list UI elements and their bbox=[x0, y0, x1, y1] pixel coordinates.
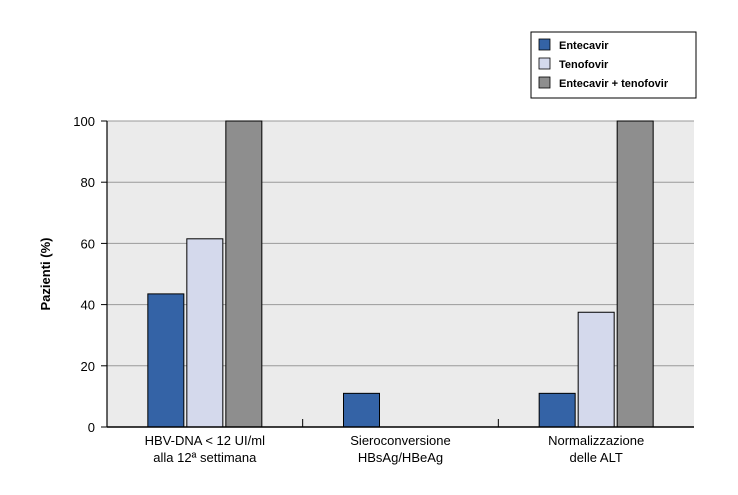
x-category-label: HBV-DNA < 12 UI/ml alla 12ª settimana bbox=[145, 433, 265, 465]
y-tick-label: 0 bbox=[88, 420, 95, 435]
bar bbox=[538, 392, 576, 428]
legend-label: Entecavir bbox=[559, 40, 609, 52]
y-tick-label: 80 bbox=[81, 175, 95, 190]
legend-box bbox=[530, 31, 697, 99]
y-tick-label: 60 bbox=[81, 236, 95, 251]
legend-swatch bbox=[538, 38, 551, 51]
legend-label: Entecavir + tenofovir bbox=[559, 78, 669, 90]
y-axis-label: Pazienti (%) bbox=[38, 238, 53, 311]
bar bbox=[343, 392, 380, 428]
bar bbox=[147, 293, 185, 428]
legend-label: Tenofovir bbox=[559, 59, 609, 71]
legend-swatch bbox=[538, 76, 551, 89]
y-tick-label: 20 bbox=[81, 359, 95, 374]
x-category-label: Normalizzazione delle ALT bbox=[548, 433, 644, 465]
bar bbox=[225, 120, 263, 428]
bar bbox=[616, 120, 654, 428]
y-tick-label: 40 bbox=[81, 298, 95, 313]
y-tick-label: 100 bbox=[73, 114, 95, 129]
bar bbox=[577, 311, 615, 428]
x-category-label: Sieroconversione HBsAg/HBeAg bbox=[350, 433, 450, 465]
legend-swatch bbox=[538, 57, 551, 70]
bar bbox=[186, 238, 224, 428]
